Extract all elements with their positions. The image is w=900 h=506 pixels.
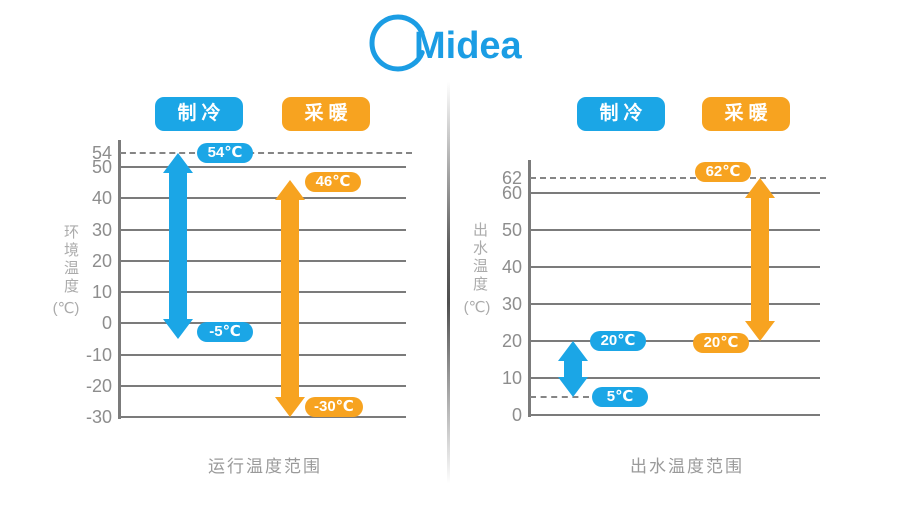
y-tick-label: 62 [501, 168, 522, 188]
y-tick-label: -10 [85, 344, 112, 365]
grid-line [120, 259, 406, 262]
legend-chip-cooling: 制冷 [577, 97, 665, 131]
grid-line [120, 228, 406, 231]
grid-line [530, 414, 820, 416]
y-tick-label: 50 [501, 220, 522, 240]
grid-line [120, 384, 406, 387]
cooling-max-temp-badge: 54℃ [197, 143, 253, 163]
heating-range-arrow [275, 179, 305, 417]
logo-wordmark: Midea [414, 25, 523, 67]
grid-line [120, 166, 406, 168]
y-tick-label: 10 [501, 368, 522, 388]
y-tick-label: 30 [91, 219, 112, 240]
cooling-max-temp-badge: 20℃ [590, 331, 646, 351]
legend-chip-cooling: 制冷 [155, 97, 243, 131]
arrow-head-down-icon [558, 376, 588, 397]
arrow-head-down-icon [275, 397, 305, 417]
y-axis-title: 环境温度 [62, 224, 79, 296]
dashed-level-line [530, 395, 589, 398]
dashed-level-line [120, 152, 412, 154]
y-axis-unit: (℃) [52, 300, 80, 317]
y-tick-label: 50 [91, 157, 112, 177]
grid-line [530, 377, 820, 379]
y-tick-label: -30 [85, 407, 112, 427]
grid-line [530, 229, 820, 231]
arrow-head-up-icon [163, 153, 193, 173]
heating-max-temp-badge: 62℃ [695, 162, 751, 182]
midea-logo-graphic: Midea [369, 14, 523, 72]
y-tick-label: 60 [501, 183, 522, 203]
grid-line [120, 197, 406, 200]
arrow-head-up-icon [558, 341, 588, 361]
y-axis-unit: (℃) [463, 299, 491, 316]
y-tick-label: 40 [91, 188, 112, 209]
y-tick-label: -20 [85, 375, 112, 396]
grid-line [120, 322, 406, 325]
grid-line [530, 303, 820, 305]
logo-circle-icon [369, 14, 427, 72]
arrow-head-up-icon [745, 178, 775, 198]
y-tick-label: 20 [501, 331, 522, 351]
y-axis-line [118, 140, 121, 419]
cooling-range-arrow [558, 341, 588, 397]
arrow-shaft [281, 195, 299, 401]
arrow-shaft [169, 169, 187, 323]
y-tick-label: 0 [101, 313, 112, 334]
dashed-level-line [530, 177, 826, 179]
arrow-shaft [564, 357, 582, 381]
arrow-head-down-icon [745, 321, 775, 341]
y-axis-title: 出水温度 [471, 222, 488, 294]
midea-logo: Midea [352, 10, 552, 74]
grid-line [120, 353, 406, 356]
grid-line [530, 340, 820, 342]
grid-line [120, 291, 406, 293]
arrow-shaft [751, 194, 769, 325]
arrow-head-down-icon [163, 318, 193, 339]
grid-line [530, 266, 820, 268]
heating-max-temp-badge: 46℃ [305, 171, 361, 192]
y-axis-line [528, 160, 531, 417]
grid-line [530, 192, 820, 194]
legend-chip-heating: 采暖 [702, 97, 790, 131]
legend-chip-heating: 采暖 [282, 97, 370, 131]
arrow-head-up-icon [275, 179, 305, 200]
y-tick-label: 30 [501, 294, 522, 314]
chart-title: 运行温度范围 [208, 457, 322, 476]
cooling-min-temp-badge: 5℃ [592, 386, 648, 407]
chart-title: 出水温度范围 [630, 457, 744, 476]
cooling-min-temp-badge: -5℃ [197, 321, 253, 342]
y-tick-label: 0 [511, 405, 522, 425]
cooling-range-arrow [163, 153, 193, 339]
y-tick-label: 54 [91, 143, 112, 163]
heating-min-temp-badge: 20℃ [693, 333, 749, 353]
charts-divider [447, 82, 450, 484]
heating-range-arrow [745, 178, 775, 341]
y-tick-label: 40 [501, 257, 522, 277]
heating-min-temp-badge: -30℃ [305, 397, 363, 417]
y-tick-label: 10 [91, 282, 112, 302]
grid-line [120, 416, 406, 418]
y-tick-label: 20 [91, 250, 112, 271]
